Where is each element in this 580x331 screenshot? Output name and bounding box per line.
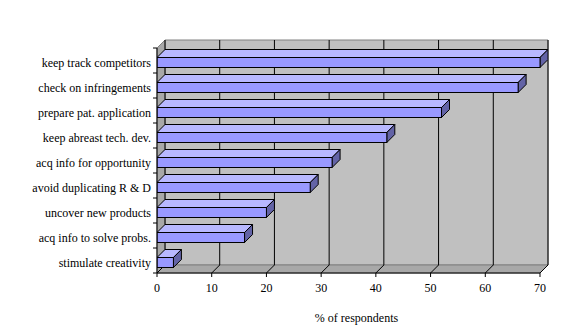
category-tick <box>153 123 157 124</box>
bar-group <box>157 225 253 243</box>
bar-group <box>157 250 181 268</box>
bar-end <box>245 225 253 243</box>
category-label: prepare pat. application <box>38 106 151 120</box>
tick-label: 0 <box>154 281 160 295</box>
bar-top <box>157 75 526 83</box>
tick-label: 70 <box>534 281 546 295</box>
bar-top <box>157 100 450 108</box>
bar-end <box>332 150 340 168</box>
category-label: acq info for opportunity <box>36 156 151 170</box>
tick-label: 50 <box>425 281 437 295</box>
bar <box>157 208 266 218</box>
bar <box>157 133 387 143</box>
category-tick <box>153 173 157 174</box>
category-label: keep abreast tech. dev. <box>43 131 151 145</box>
tick-mark <box>540 273 541 277</box>
tick-mark <box>321 273 322 277</box>
category-tick <box>153 48 157 49</box>
bar-group <box>157 200 274 218</box>
tick-mark <box>430 273 431 277</box>
grid-line-floor <box>212 265 220 273</box>
category-label: uncover new products <box>45 206 151 220</box>
grid-line <box>493 40 494 265</box>
bar-group <box>157 175 318 193</box>
grid-line <box>383 40 384 265</box>
chart-container: 0 10 20 30 40 50 60 70 keep track competitors che… <box>0 0 580 331</box>
bars <box>157 50 548 268</box>
bar-end <box>173 250 181 268</box>
grid-line <box>438 40 439 265</box>
category-tick <box>153 148 157 149</box>
bar-top <box>157 225 253 233</box>
x-axis <box>157 273 540 274</box>
category-label: acq info to solve probs. <box>39 231 151 245</box>
bar-group <box>157 75 526 93</box>
category-tick <box>153 198 157 199</box>
bar-top <box>157 50 548 58</box>
tick-mark <box>266 273 267 277</box>
bar <box>157 183 310 193</box>
category-tick <box>153 273 157 274</box>
grid-line-floor <box>540 265 548 273</box>
bar <box>157 158 332 168</box>
y-axis <box>157 48 158 273</box>
category-tick <box>153 248 157 249</box>
grid-line-floor <box>485 265 493 273</box>
category-label: check on infringements <box>38 81 151 95</box>
category-tick <box>153 98 157 99</box>
tick-label: 20 <box>260 281 272 295</box>
category-label: stimulate creativity <box>59 256 151 270</box>
bar-top <box>157 175 318 183</box>
bar-end <box>387 125 395 143</box>
bar-end <box>266 200 274 218</box>
bar-group <box>157 50 548 68</box>
bar <box>157 108 442 118</box>
category-label: avoid duplicating R & D <box>32 181 151 195</box>
grid-line-floor <box>321 265 329 273</box>
category-label: keep track competitors <box>42 56 152 70</box>
bar <box>157 233 245 243</box>
grid-line <box>548 40 549 265</box>
tick-mark <box>157 273 158 277</box>
bar-top <box>157 150 340 158</box>
category-tick <box>153 223 157 224</box>
tick-label: 10 <box>206 281 218 295</box>
category-tick <box>153 73 157 74</box>
tick-mark <box>211 273 212 277</box>
floor <box>157 265 548 273</box>
bar <box>157 58 540 68</box>
tick-label: 40 <box>370 281 382 295</box>
tick-mark <box>375 273 376 277</box>
bar-end <box>540 50 548 68</box>
bar-group <box>157 125 395 143</box>
chart-svg: 0 10 20 30 40 50 60 70 keep track competitors che… <box>0 0 580 331</box>
bar-group <box>157 150 340 168</box>
bar <box>157 258 173 268</box>
tick-label: 30 <box>315 281 327 295</box>
bar-end <box>442 100 450 118</box>
bar-group <box>157 100 450 118</box>
bar <box>157 83 518 93</box>
bar-top <box>157 125 395 133</box>
grid-line-floor <box>431 265 439 273</box>
grid-line-floor <box>376 265 384 273</box>
bar-end <box>310 175 318 193</box>
tick-mark <box>485 273 486 277</box>
tick-label: 60 <box>479 281 491 295</box>
grid-line-floor <box>266 265 274 273</box>
x-axis-label: % of respondents <box>315 311 399 325</box>
bar-top <box>157 200 274 208</box>
bar-end <box>518 75 526 93</box>
